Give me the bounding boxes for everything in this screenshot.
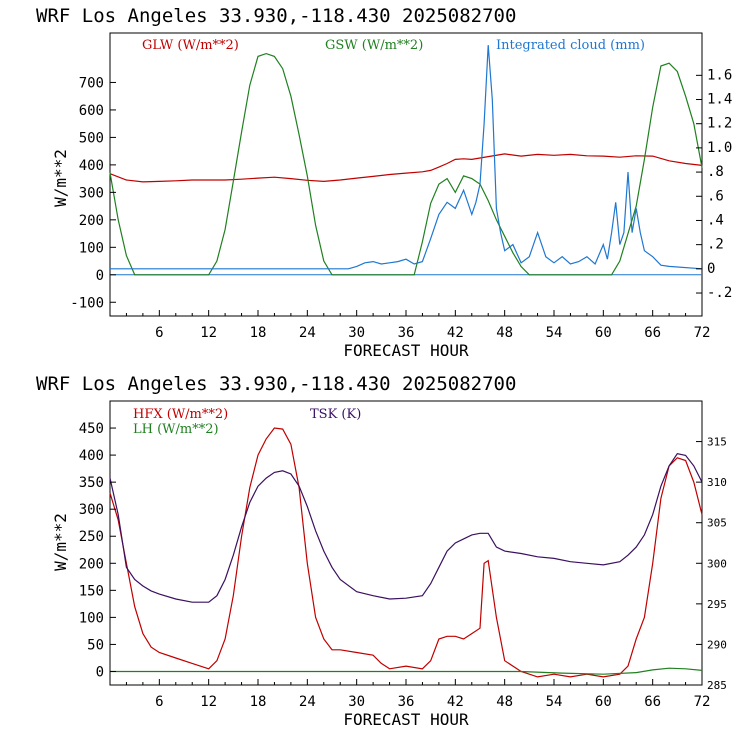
y-tick-label: 150 [79, 583, 104, 599]
x-tick-label: 36 [398, 325, 415, 341]
y-tick-label: 300 [79, 502, 104, 518]
y-axis-ticks: -100 0 100 200 300 400 500 600 700 [70, 75, 116, 311]
y-tick-label: 400 [79, 448, 104, 464]
plot-frame [109, 400, 703, 686]
legend-entry: GLW (W/m**2) [142, 38, 239, 53]
chart-heat-flux-skin-temp: WRF Los Angeles 33.930,-118.430 20250827… [36, 373, 727, 729]
y-axis-label: W/m**2 [51, 513, 70, 571]
y-tick-label: 300 [79, 185, 104, 201]
x-tick-label: 48 [496, 694, 513, 710]
x-tick-label: 36 [398, 694, 415, 710]
legend-entry: GSW (W/m**2) [325, 38, 423, 53]
chart-title: WRF Los Angeles 33.930,-118.430 20250827… [36, 373, 516, 395]
x-tick-label: 48 [496, 325, 513, 341]
legend: HFX (W/m**2)LH (W/m**2) TSK (K) [133, 407, 361, 437]
y-tick-label: 0 [96, 268, 104, 284]
x-tick-label: 24 [299, 694, 316, 710]
x-tick-label: 60 [595, 325, 612, 341]
y-axis-label: W/m**2 [51, 149, 70, 207]
y-axis-ticks: 0 50 100 150 200 250 300 350 400 450 [79, 421, 116, 680]
x-tick-label: 54 [546, 694, 563, 710]
series-line-1 [109, 52, 703, 276]
series-lines [109, 45, 703, 276]
y-tick-label: 500 [79, 130, 104, 146]
y2-tick-label: 290 [707, 638, 727, 651]
x-tick-label: 18 [250, 694, 267, 710]
x-tick-label: 12 [200, 694, 217, 710]
x-tick-label: 42 [447, 694, 464, 710]
y-tick-label: 200 [79, 213, 104, 229]
y2-tick-label: 1.2 [707, 116, 732, 132]
y2-tick-label: -.2 [707, 285, 732, 301]
series-line-2 [110, 45, 703, 270]
x-tick-label: 42 [447, 325, 464, 341]
x-axis-ticks: 6 12 18 24 30 36 42 48 54 60 66 72 [125, 310, 711, 341]
y-tick-label: 450 [79, 421, 104, 437]
y2-tick-label: 310 [707, 476, 727, 489]
x-tick-label: 12 [200, 325, 217, 341]
x-axis-label: FORECAST HOUR [343, 341, 469, 360]
x-tick-label: 6 [155, 325, 163, 341]
y2-tick-label: 1.4 [707, 92, 732, 108]
series-line-2 [109, 453, 703, 603]
y-tick-label: 250 [79, 529, 104, 545]
y2-tick-label: .4 [707, 212, 724, 228]
plot-frame [109, 32, 703, 317]
y2-tick-label: 300 [707, 557, 727, 570]
x-tick-label: 66 [644, 325, 661, 341]
y2-axis-ticks: -.2 0 .2 .4 .6 .8 1.0 1.2 1.4 1.6 [696, 67, 732, 301]
x-axis-ticks: 6 12 18 24 30 36 42 48 54 60 66 72 [125, 679, 711, 710]
legend-entry: HFX (W/m**2) [133, 407, 228, 422]
chart-title: WRF Los Angeles 33.930,-118.430 20250827… [36, 5, 516, 27]
series-lines [109, 427, 703, 678]
y2-tick-label: .8 [707, 164, 724, 180]
x-tick-label: 24 [299, 325, 316, 341]
y2-tick-label: 295 [707, 598, 727, 611]
y-tick-label: 700 [79, 75, 104, 91]
y2-tick-label: 1.0 [707, 140, 732, 156]
x-tick-label: 6 [155, 694, 163, 710]
y-tick-label: 100 [79, 610, 104, 626]
legend-entry: Integrated cloud (mm) [496, 38, 645, 53]
series-line-0 [109, 153, 703, 183]
x-tick-label: 72 [694, 694, 711, 710]
y2-tick-label: 285 [707, 679, 727, 692]
y-tick-label: 100 [79, 240, 104, 256]
y2-tick-label: 0 [707, 261, 715, 277]
y2-tick-label: 315 [707, 436, 727, 449]
y2-tick-label: 1.6 [707, 67, 732, 83]
x-tick-label: 30 [348, 694, 365, 710]
y-tick-label: 200 [79, 556, 104, 572]
y2-tick-label: .2 [707, 237, 724, 253]
x-tick-label: 60 [595, 694, 612, 710]
x-tick-label: 72 [694, 325, 711, 341]
legend-entry: TSK (K) [310, 407, 361, 422]
legend: GLW (W/m**2) GSW (W/m**2) Integrated cloud… [142, 38, 645, 53]
x-axis-label: FORECAST HOUR [343, 710, 469, 729]
x-tick-label: 66 [644, 694, 661, 710]
y2-axis-ticks: 285 290 295 300 305 310 315 [696, 436, 727, 692]
y-tick-label: 0 [96, 664, 104, 680]
x-tick-label: 30 [348, 325, 365, 341]
x-tick-label: 18 [250, 325, 267, 341]
y-tick-label: 50 [87, 637, 104, 653]
y2-tick-label: 305 [707, 517, 727, 530]
y-tick-label: 600 [79, 103, 104, 119]
y-tick-label: -100 [70, 295, 104, 311]
chart-radiation-cloud: WRF Los Angeles 33.930,-118.430 20250827… [36, 5, 732, 360]
x-tick-label: 54 [546, 325, 563, 341]
y-tick-label: 350 [79, 475, 104, 491]
y2-tick-label: .6 [707, 188, 724, 204]
y-tick-label: 400 [79, 158, 104, 174]
series-line-0 [109, 427, 703, 678]
legend-entry: LH (W/m**2) [133, 422, 219, 437]
series-line-1 [110, 667, 703, 675]
